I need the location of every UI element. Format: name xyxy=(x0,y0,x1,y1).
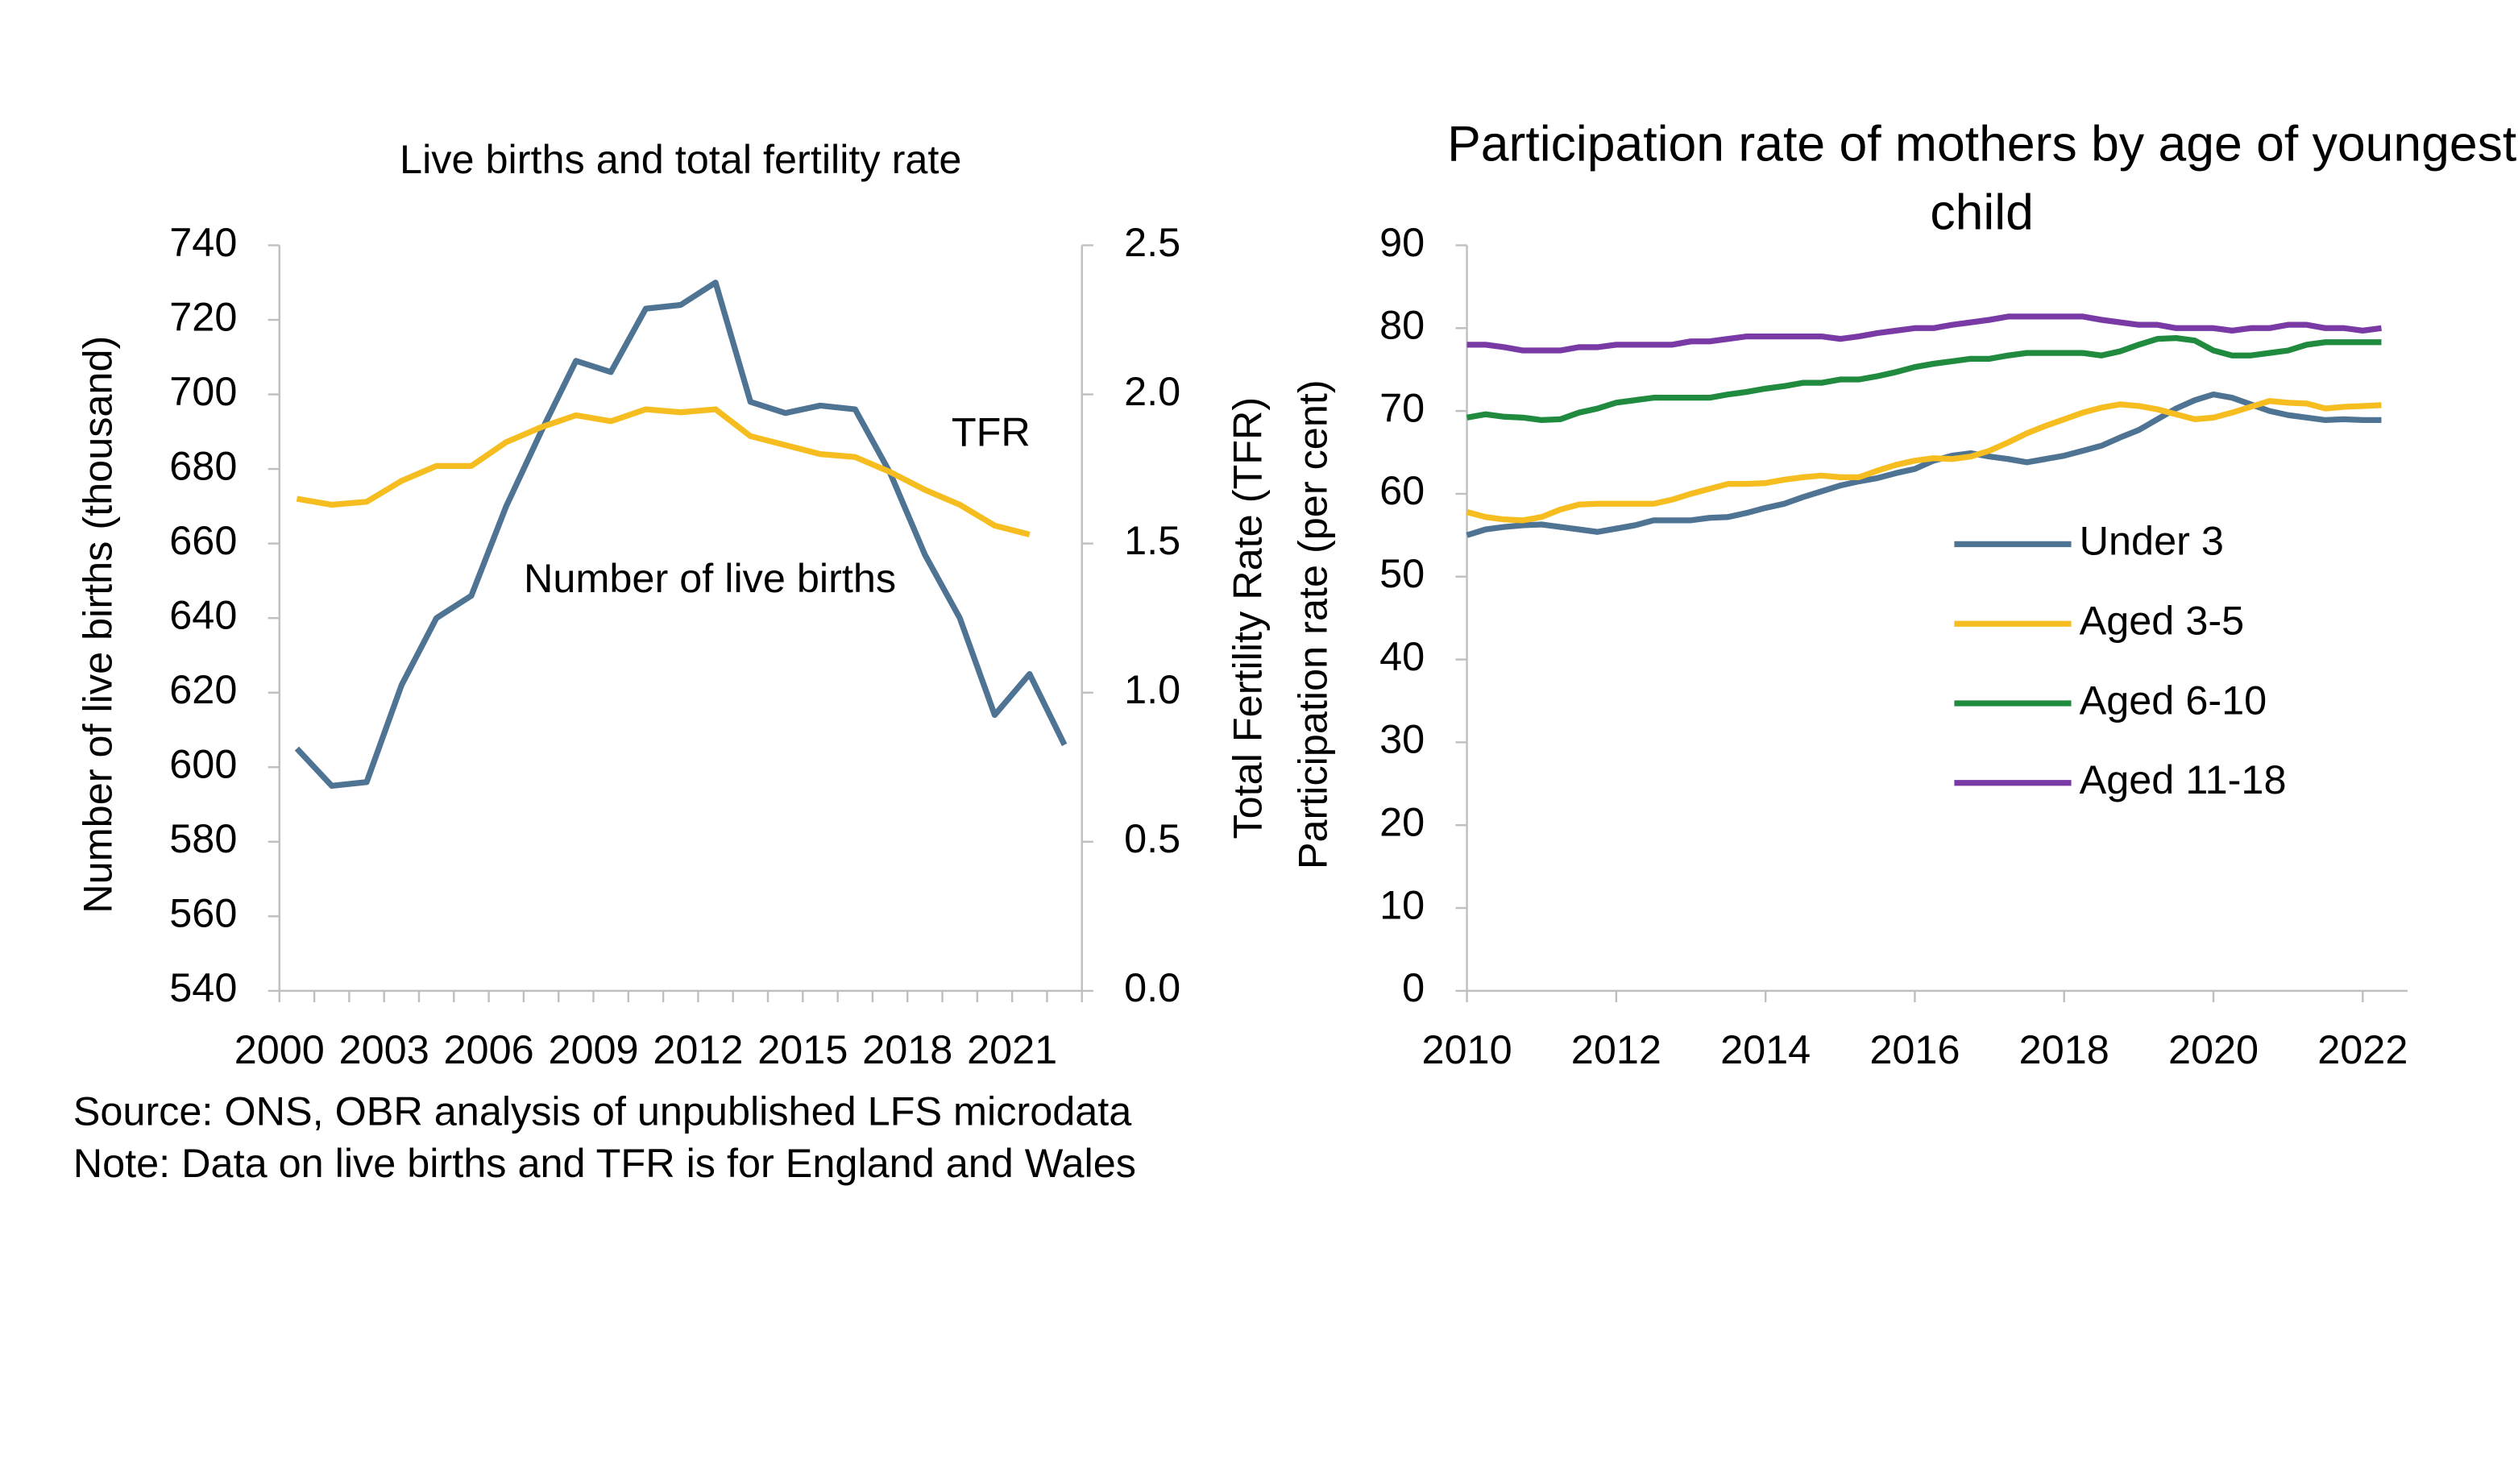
y-tick-label: 80 xyxy=(1379,302,1425,348)
x-tick-label: 2018 xyxy=(862,1026,952,1072)
y-tick-label: 70 xyxy=(1379,384,1425,430)
y-tick-label: 540 xyxy=(169,964,237,1010)
source-note: Source: ONS, OBR analysis of unpublished… xyxy=(73,1088,1133,1134)
y-tick-label: 0 xyxy=(1402,964,1425,1010)
x-tick-label: 2012 xyxy=(1571,1026,1661,1072)
x-tick-label: 2000 xyxy=(234,1026,325,1072)
series-label: TFR xyxy=(952,409,1031,455)
y-tick-label: 660 xyxy=(169,517,237,563)
y-tick-label: 700 xyxy=(169,368,237,414)
series-line xyxy=(1466,313,2382,354)
series-label: Number of live births xyxy=(524,555,896,601)
x-tick-label: 2010 xyxy=(1422,1026,1512,1072)
series-line xyxy=(1466,398,2382,524)
y2-tick-label: 0.5 xyxy=(1124,815,1180,861)
y-tick-label: 620 xyxy=(169,666,237,712)
chart-title: Participation rate of mothers by age of … xyxy=(1447,115,2517,241)
y2-tick-label: 2.0 xyxy=(1124,368,1180,414)
series-line xyxy=(296,406,1031,538)
y-tick-label: 560 xyxy=(169,890,237,936)
series-line xyxy=(294,280,1068,790)
y-tick-label: 720 xyxy=(169,293,237,339)
y-tick-label: 740 xyxy=(169,219,237,265)
y-tick-label: 640 xyxy=(169,591,237,637)
y-axis-label: Participation rate (per cent) xyxy=(1289,379,1335,869)
y-tick-label: 40 xyxy=(1379,633,1425,679)
x-tick-label: 2016 xyxy=(1869,1026,1960,1072)
y-tick-label: 600 xyxy=(169,741,237,787)
x-tick-label: 2014 xyxy=(1720,1026,1811,1072)
series-line xyxy=(1466,391,2382,538)
x-tick-label: 2022 xyxy=(2317,1026,2408,1072)
y-tick-label: 680 xyxy=(169,442,237,488)
y-axis-label: Number of live births (thousand) xyxy=(74,336,120,914)
y-tick-label: 10 xyxy=(1379,881,1425,927)
x-tick-label: 2021 xyxy=(967,1026,1057,1072)
x-tick-label: 2006 xyxy=(444,1026,534,1072)
data-note: Note: Data on live births and TFR is for… xyxy=(73,1140,1136,1186)
legend-label: Aged 11-18 xyxy=(2080,757,2287,802)
x-tick-label: 2018 xyxy=(2019,1026,2109,1072)
x-tick-label: 2003 xyxy=(339,1026,429,1072)
y2-tick-label: 2.5 xyxy=(1124,219,1180,265)
legend-label: Aged 3-5 xyxy=(2080,598,2245,644)
y2-tick-label: 1.0 xyxy=(1124,666,1180,712)
y-tick-label: 20 xyxy=(1379,799,1425,845)
x-tick-label: 2009 xyxy=(548,1026,638,1072)
series-line xyxy=(1466,335,2382,424)
y2-tick-label: 1.5 xyxy=(1124,517,1180,563)
y-tick-label: 50 xyxy=(1379,550,1425,596)
x-tick-label: 2020 xyxy=(2168,1026,2259,1072)
legend-label: Aged 6-10 xyxy=(2080,677,2267,723)
x-tick-label: 2012 xyxy=(653,1026,743,1072)
legend-label: Under 3 xyxy=(2080,518,2224,564)
y2-axis-label: Total Fertility Rate (TFR) xyxy=(1225,397,1271,839)
y-tick-label: 580 xyxy=(169,815,237,861)
chart-title: Live births and total fertility rate xyxy=(400,136,961,182)
y-tick-label: 60 xyxy=(1379,467,1425,513)
x-tick-label: 2015 xyxy=(757,1026,848,1072)
y2-tick-label: 0.0 xyxy=(1124,964,1180,1010)
y-tick-label: 30 xyxy=(1379,716,1425,762)
y-tick-label: 90 xyxy=(1379,219,1425,265)
title-box: Participation rate of mothers by age of … xyxy=(1447,115,2517,241)
